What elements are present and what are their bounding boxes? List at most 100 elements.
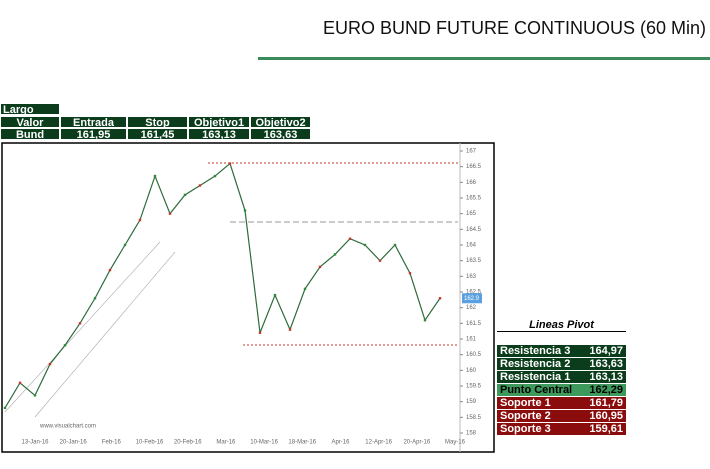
x-tick-label: Apr-16 [331, 440, 350, 446]
price-point [228, 162, 232, 165]
last-label-box [462, 293, 482, 304]
price-line [4, 162, 441, 409]
price-point [288, 328, 292, 331]
price-point [213, 174, 217, 178]
price-point [123, 243, 127, 247]
price-point [393, 243, 397, 247]
x-tick-label: 20-Feb-16 [174, 440, 202, 446]
x-tick-label: Feb-16 [102, 440, 122, 446]
pivot-value: 162,29 [589, 384, 623, 396]
price-point [333, 253, 337, 256]
price-point [378, 259, 382, 262]
last-label: 162.9 [464, 296, 480, 302]
price-point [348, 237, 352, 240]
pivot-value: 159,61 [589, 423, 623, 435]
price-point [438, 297, 442, 300]
pivot-row: Resistencia 1 163,13 [497, 371, 626, 384]
x-tick-label: May-16 [445, 440, 466, 446]
y-tick-label: 164.5 [466, 227, 482, 233]
table-cell: 163,13 [188, 128, 250, 141]
y-tick-label: 167 [466, 149, 477, 155]
y-tick-label: 162.5 [466, 290, 482, 296]
x-tick-label: 20-Apr-16 [403, 440, 430, 446]
y-tick-label: 166 [466, 180, 477, 186]
y-tick-label: 159.5 [466, 384, 482, 390]
price-point [303, 287, 307, 291]
y-tick-label: 164 [466, 243, 477, 249]
column-header: Objetivo1 [188, 116, 250, 129]
pivot-name: Resistencia 2 [500, 358, 571, 370]
pivot-name: Resistencia 3 [500, 345, 571, 357]
y-tick-label: 160.5 [466, 352, 482, 358]
y-tick-label: 159 [466, 399, 477, 405]
pivot-row: Resistencia 2 163,63 [497, 358, 626, 371]
pivot-name: Punto Central [500, 384, 573, 396]
table-cell: 161,95 [60, 128, 127, 141]
price-point [33, 394, 37, 397]
y-tick-label: 166.5 [466, 164, 482, 170]
pivot-row: Soporte 2 160,95 [497, 410, 626, 423]
title: EURO BUND FUTURE CONTINUOUS (60 Min) [322, 18, 706, 38]
column-header: Stop [127, 116, 188, 129]
pivot-name: Soporte 3 [500, 423, 551, 435]
y-tick-label: 158 [466, 431, 477, 437]
price-point [258, 331, 262, 334]
y-tick-label: 165.5 [466, 196, 482, 202]
x-tick-label: 10-Mar-16 [250, 440, 278, 446]
pivot-row: Soporte 1 161,79 [497, 397, 626, 410]
pivot-value: 163,13 [589, 371, 623, 383]
price-point [3, 406, 7, 410]
y-tick-label: 161 [466, 337, 477, 343]
x-tick-label: 13-Jan-16 [21, 440, 49, 446]
price-point [198, 184, 202, 187]
price-point [108, 268, 112, 272]
price-point [168, 212, 172, 215]
y-tick-label: 163.5 [466, 258, 482, 264]
y-tick-label: 163 [466, 274, 477, 280]
y-tick-label: 160 [466, 368, 477, 374]
y-tick-label: 165 [466, 211, 477, 217]
chart: www.visualchart.com 158 158.5 159 159.5 160 1… [1, 142, 495, 453]
chart-frame [1, 142, 495, 453]
price-point [423, 319, 427, 322]
price-point [243, 209, 247, 212]
pivot-value: 163,63 [589, 358, 623, 370]
watermark: www.visualchart.com [39, 424, 96, 430]
y-tick-label: 162 [466, 305, 477, 311]
column-header: Objetivo2 [250, 116, 311, 129]
price-point [138, 218, 142, 222]
pivot-value: 164,97 [589, 345, 623, 357]
price-point [78, 322, 82, 325]
pivot-value: 161,79 [589, 397, 623, 409]
price-point [93, 297, 97, 300]
x-tick-label: 10-Feb-16 [136, 440, 164, 446]
table-title: Largo [0, 103, 60, 116]
title-rule [258, 57, 710, 60]
pivot-row: Soporte 3 159,61 [497, 423, 626, 436]
pivot-name: Resistencia 1 [500, 371, 571, 383]
price-point [153, 174, 157, 178]
x-tick-label: 20-Jan-16 [60, 440, 88, 446]
x-tick-label: Mar-16 [216, 440, 236, 446]
column-header: Valor [0, 116, 60, 129]
price-point [273, 293, 277, 297]
table-cell: Bund [0, 128, 60, 141]
price-point [363, 243, 367, 247]
x-tick-label: 18-Mar-16 [288, 440, 316, 446]
pivot-title: Lineas Pivot [497, 319, 626, 332]
price-point [18, 381, 22, 385]
pivot-row: Resistencia 3 164,97 [497, 345, 626, 358]
x-tick-label: 12-Apr-16 [365, 440, 392, 446]
pivot-name: Soporte 1 [500, 397, 551, 409]
price-point [63, 344, 67, 347]
channel-line [34, 251, 176, 418]
table-cell: 163,63 [250, 128, 311, 141]
price-point [183, 193, 187, 197]
price-point [408, 272, 412, 275]
y-tick-label: 161.5 [466, 321, 482, 327]
pivot-value: 160,95 [589, 410, 623, 422]
price-point [48, 362, 52, 366]
channel-line [4, 241, 161, 413]
pivot-row: Punto Central 162,29 [497, 384, 626, 397]
